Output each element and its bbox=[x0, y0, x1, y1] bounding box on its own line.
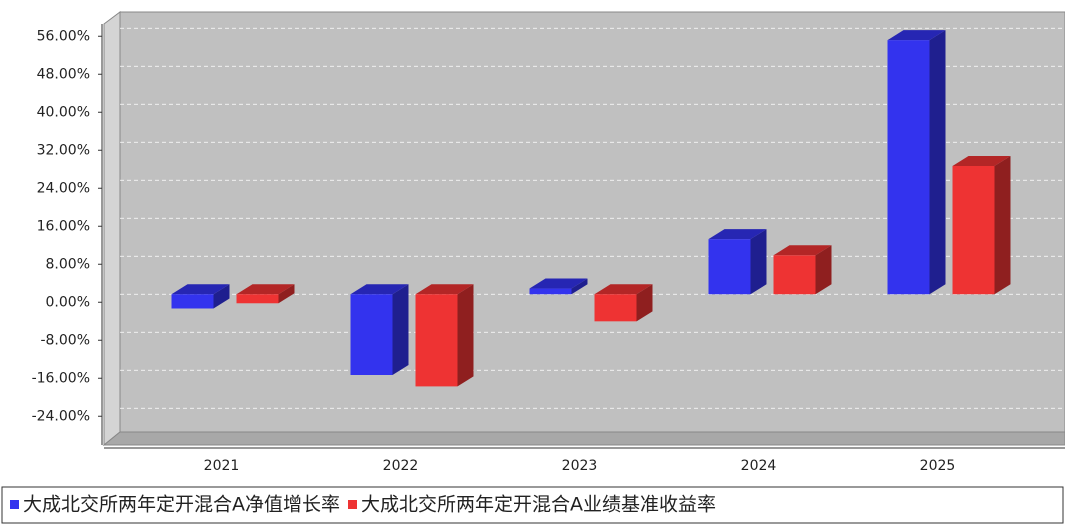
x-tick-label: 2025 bbox=[920, 458, 956, 474]
y-tick-label: 24.00% bbox=[37, 180, 90, 196]
bar-side bbox=[213, 284, 230, 309]
legend-swatch bbox=[10, 500, 19, 509]
bar bbox=[952, 166, 995, 295]
bar-top bbox=[708, 229, 767, 240]
bar-top bbox=[415, 284, 474, 295]
bar-side bbox=[750, 229, 767, 295]
y-tick-label: 48.00% bbox=[37, 66, 90, 82]
bar-top bbox=[529, 278, 588, 289]
legend-label: 大成北交所两年定开混合A业绩基准收益率 bbox=[361, 494, 716, 516]
legend-label: 大成北交所两年定开混合A净值增长率 bbox=[23, 494, 340, 516]
bar-side bbox=[278, 284, 295, 304]
y-tick-label: -8.00% bbox=[40, 332, 90, 348]
bar-top bbox=[773, 245, 832, 256]
y-tick-label: -24.00% bbox=[32, 408, 90, 424]
y-tick-label: -16.00% bbox=[32, 370, 90, 386]
bar-side bbox=[815, 245, 832, 295]
bar-top bbox=[350, 284, 409, 295]
legend-box bbox=[1, 486, 1064, 524]
bar bbox=[887, 40, 930, 295]
bar bbox=[594, 294, 637, 322]
x-tick-label: 2021 bbox=[204, 458, 240, 474]
y-tick-label: 32.00% bbox=[37, 142, 90, 158]
bar bbox=[773, 255, 816, 295]
bar bbox=[708, 239, 751, 295]
bar-top bbox=[236, 284, 295, 295]
x-tick-label: 2022 bbox=[383, 458, 419, 474]
bar-side bbox=[929, 30, 946, 295]
y-tick-label: 16.00% bbox=[37, 218, 90, 234]
y-tick-label: 8.00% bbox=[46, 256, 90, 272]
x-tick-label: 2023 bbox=[562, 458, 598, 474]
legend-swatch bbox=[348, 500, 357, 509]
bar-top bbox=[171, 284, 230, 295]
bar-side bbox=[571, 278, 588, 295]
y-tick-label: 0.00% bbox=[46, 294, 90, 310]
bar-top bbox=[594, 284, 653, 295]
bar bbox=[236, 294, 279, 304]
bar-top bbox=[887, 30, 946, 41]
bar-side bbox=[636, 284, 653, 322]
bar-side bbox=[457, 284, 474, 387]
side-wall bbox=[103, 11, 121, 447]
bar bbox=[415, 294, 458, 387]
bar bbox=[350, 294, 393, 375]
bar bbox=[171, 294, 214, 309]
y-tick-label: 56.00% bbox=[37, 28, 90, 44]
bar-side bbox=[392, 284, 409, 375]
bar-top bbox=[952, 156, 1011, 166]
floor bbox=[102, 431, 1065, 446]
bar bbox=[529, 288, 572, 295]
bar-side bbox=[994, 156, 1011, 295]
x-tick-label: 2024 bbox=[741, 458, 777, 474]
y-tick-label: 40.00% bbox=[37, 104, 90, 120]
